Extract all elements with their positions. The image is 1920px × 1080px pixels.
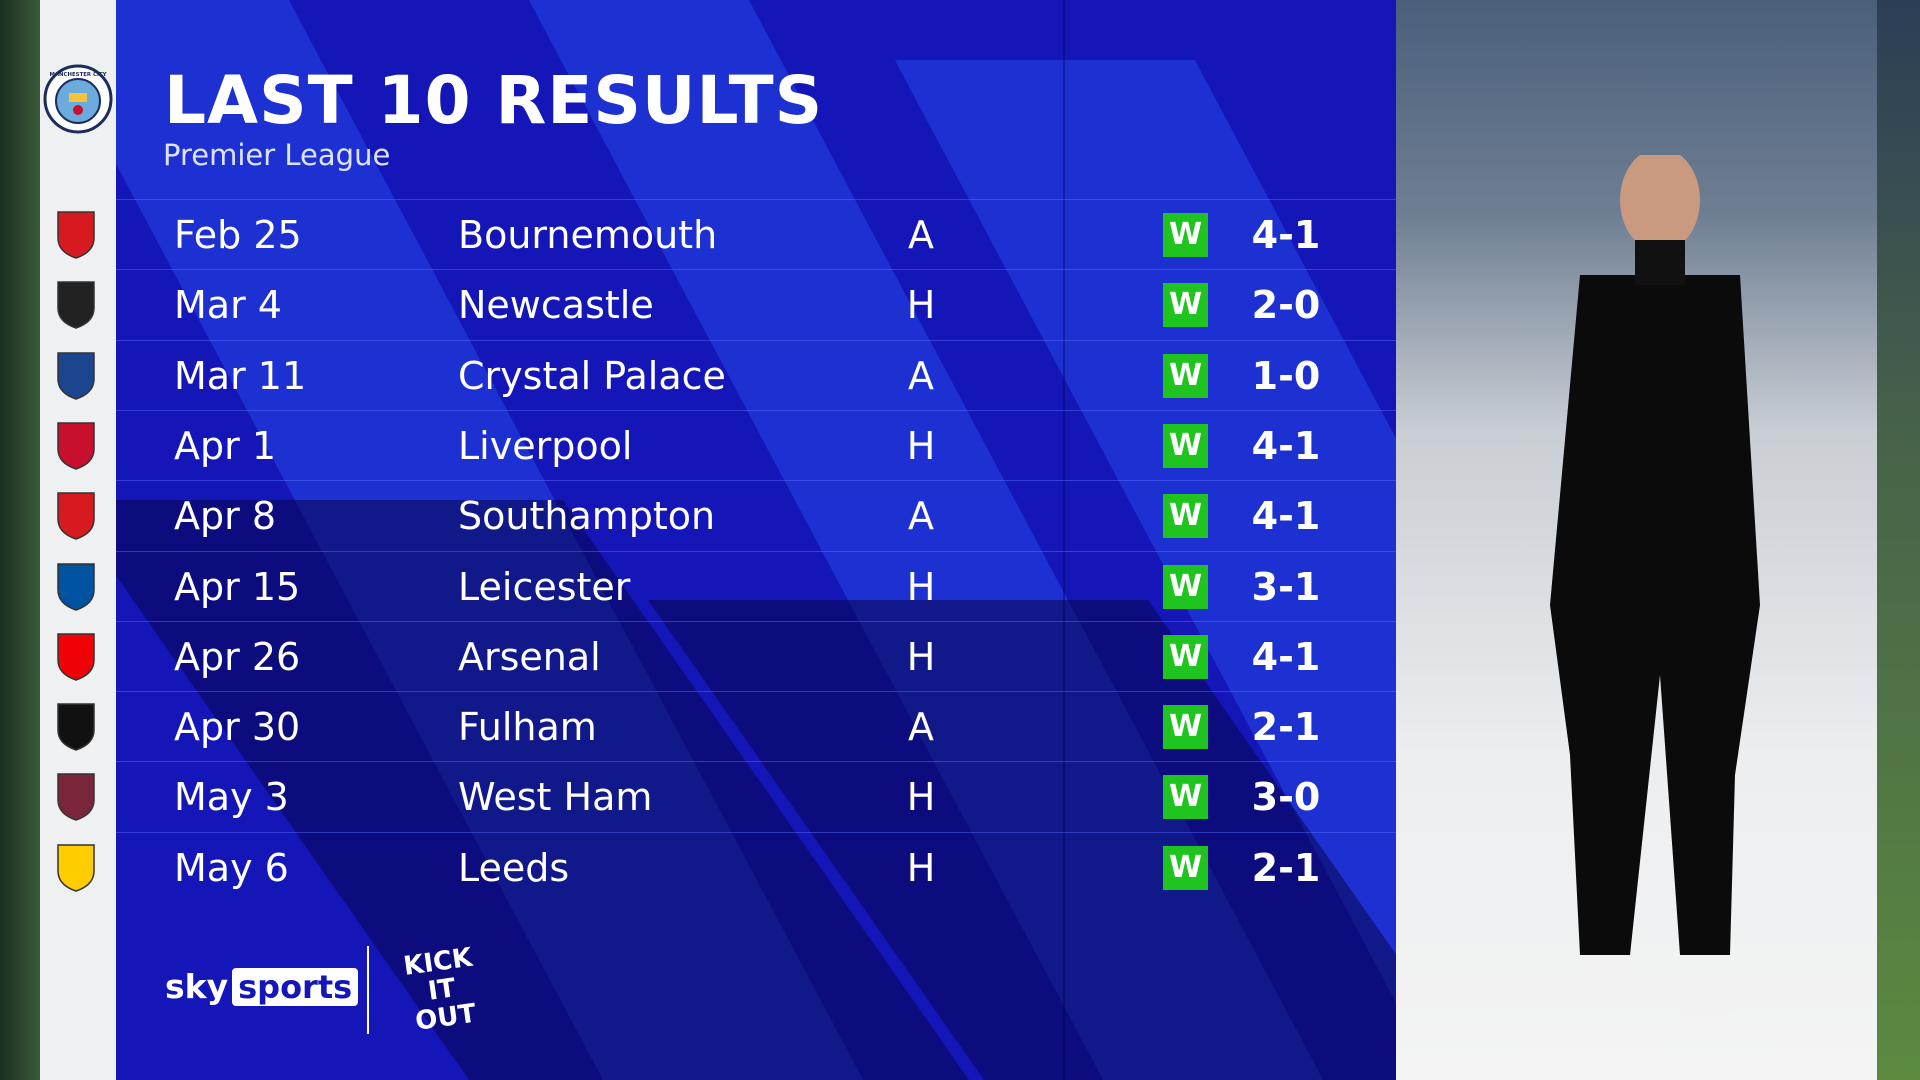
- opponent-name: West Ham: [458, 775, 653, 820]
- crest-text: MANCHESTER CITY: [49, 72, 106, 78]
- result-row: Mar 11 Crystal Palace A W 1-0: [116, 339, 1396, 410]
- manager-photo: [1396, 0, 1877, 1080]
- opponent-name: Bournemouth: [458, 213, 718, 257]
- result-badge: W: [1163, 283, 1208, 328]
- opponent-crest-icon: [57, 351, 95, 400]
- venue: H: [906, 283, 936, 328]
- venue: H: [906, 423, 936, 468]
- match-date: Apr 8: [174, 494, 276, 539]
- result-badge: W: [1163, 213, 1208, 257]
- opponent-name: Newcastle: [458, 283, 654, 328]
- venue: H: [906, 845, 936, 890]
- score: 2-0: [1251, 283, 1321, 328]
- result-row: Apr 1 Liverpool H W 4-1: [116, 409, 1396, 480]
- sky-logo-text: sky: [165, 967, 229, 1006]
- opponent-crest-icon: [57, 281, 95, 330]
- sky-sports-logo: sky sports: [165, 967, 359, 1006]
- opponent-crest-icon: [57, 211, 95, 259]
- opponent-crest-icon: [57, 843, 95, 892]
- result-badge: W: [1163, 494, 1208, 539]
- opponent-crest-icon: [57, 633, 95, 681]
- score: 1-0: [1251, 353, 1321, 398]
- score: 3-1: [1251, 564, 1321, 609]
- result-badge: W: [1163, 353, 1208, 398]
- result-badge: W: [1163, 845, 1208, 890]
- score: 4-1: [1251, 634, 1321, 679]
- match-date: May 3: [174, 775, 289, 820]
- competition-subtitle: Premier League: [163, 138, 391, 172]
- results-panel: [116, 0, 1396, 1080]
- kick-it-out-logo: KICK IT OUT: [401, 942, 479, 1037]
- match-date: Mar 11: [174, 353, 307, 398]
- crest-column: MANCHESTER CITY: [40, 0, 116, 1080]
- opponent-name: Arsenal: [458, 634, 601, 679]
- score: 2-1: [1251, 705, 1321, 750]
- score: 4-1: [1251, 213, 1321, 257]
- venue: H: [906, 634, 936, 679]
- stadium-background: [1877, 0, 1920, 1080]
- page-title: LAST 10 RESULTS: [164, 62, 824, 139]
- logo-divider: [367, 946, 369, 1034]
- score: 4-1: [1251, 494, 1321, 539]
- venue: H: [906, 564, 936, 609]
- match-date: Apr 26: [174, 634, 301, 679]
- match-date: Feb 25: [174, 213, 302, 257]
- opponent-name: Fulham: [458, 705, 597, 750]
- result-row: May 3 West Ham H W 3-0: [116, 761, 1396, 831]
- venue: A: [908, 494, 934, 539]
- result-badge: W: [1163, 634, 1208, 679]
- opponent-name: Crystal Palace: [458, 353, 726, 398]
- match-date: Apr 1: [174, 423, 276, 468]
- result-row: Mar 4 Newcastle H W 2-0: [116, 269, 1396, 339]
- opponent-name: Leicester: [458, 564, 631, 609]
- match-date: May 6: [174, 845, 289, 890]
- result-badge: W: [1163, 423, 1208, 468]
- column-divider: [1063, 0, 1065, 1080]
- result-row: Apr 26 Arsenal H W 4-1: [116, 620, 1396, 691]
- sports-logo-text: sports: [232, 967, 359, 1006]
- manager-figure-icon: [1550, 155, 1760, 1017]
- opponent-crest-icon: [57, 773, 95, 822]
- result-row: Feb 25 Bournemouth A W 4-1: [116, 199, 1396, 269]
- opponent-crest-icon: [57, 492, 95, 540]
- opponent-crest-icon: [57, 703, 95, 751]
- manchester-city-crest-icon: MANCHESTER CITY: [43, 64, 113, 134]
- venue: H: [906, 775, 936, 820]
- match-date: Apr 30: [174, 705, 301, 750]
- score: 4-1: [1251, 423, 1321, 468]
- match-date: Apr 15: [174, 564, 301, 609]
- score: 3-0: [1251, 775, 1321, 820]
- venue: A: [908, 705, 934, 750]
- score: 2-1: [1251, 845, 1321, 890]
- result-row: Apr 30 Fulham A W 2-1: [116, 691, 1396, 761]
- opponent-name: Liverpool: [458, 423, 633, 468]
- opponent-crest-icon: [57, 422, 95, 470]
- opponent-name: Leeds: [458, 845, 570, 890]
- venue: A: [908, 213, 934, 257]
- opponent-crest-icon: [57, 562, 95, 611]
- result-badge: W: [1163, 705, 1208, 750]
- venue: A: [908, 353, 934, 398]
- result-badge: W: [1163, 775, 1208, 820]
- match-date: Mar 4: [174, 283, 282, 328]
- result-row: Apr 15 Leicester H W 3-1: [116, 550, 1396, 621]
- result-row: Apr 8 Southampton A W 4-1: [116, 480, 1396, 550]
- opponent-name: Southampton: [458, 494, 716, 539]
- result-badge: W: [1163, 564, 1208, 609]
- result-row: May 6 Leeds H W 2-1: [116, 831, 1396, 902]
